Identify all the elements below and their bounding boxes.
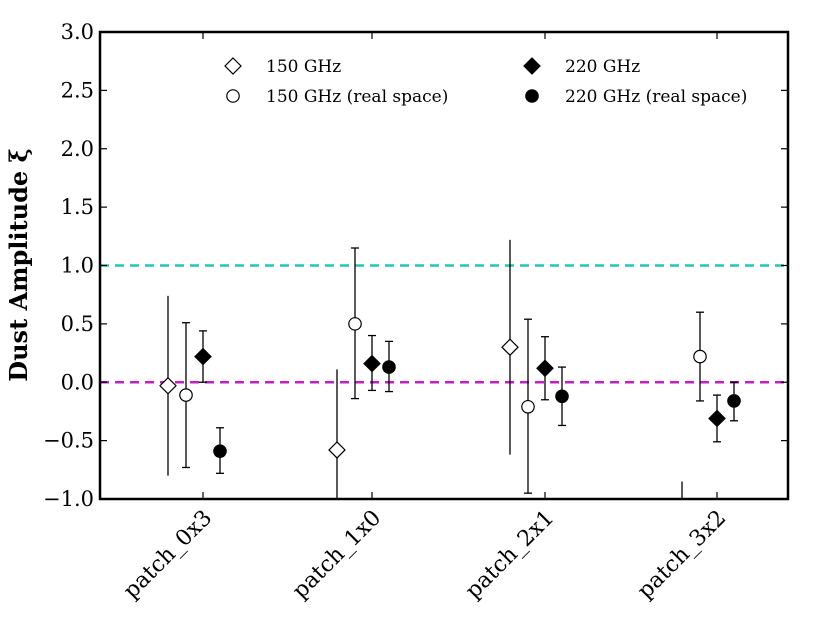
y-tick-label: 0.5 (61, 312, 94, 336)
data-point (213, 444, 227, 458)
data-point (536, 359, 554, 378)
legend-marker (226, 89, 240, 103)
error-bars (167, 239, 738, 499)
data-point (363, 354, 381, 373)
data-point (159, 376, 177, 395)
legend-marker (525, 89, 539, 103)
x-category-labels: patch_0x3 patch_1x0 patch_2x1 patch_3x2 (119, 506, 731, 604)
legend-marker (224, 57, 242, 75)
data-point (555, 389, 569, 404)
data-point (348, 317, 362, 331)
x-category-label: patch_0x3 (119, 506, 217, 604)
legend-label: 150 GHz (real space) (266, 87, 448, 107)
data-point (708, 409, 726, 428)
y-tick-label: 2.5 (61, 78, 94, 102)
legend: 150 GHz 150 GHz (real space) 220 GHz 220 GH… (224, 57, 747, 107)
y-tick-label: −1.0 (43, 487, 94, 511)
data-point (194, 347, 212, 366)
x-category-label: patch_1x0 (288, 506, 386, 604)
y-tick-label: 0.0 (61, 370, 94, 394)
data-point (727, 394, 741, 408)
legend-marker (523, 57, 541, 75)
y-tick-labels: −1.0 −0.5 0.0 0.5 1.0 1.5 2.0 2.5 3.0 (43, 20, 94, 511)
data-point (501, 338, 519, 357)
y-tick-label: 2.0 (61, 137, 94, 161)
y-tick-label: 3.0 (61, 20, 94, 44)
legend-label: 220 GHz (real space) (565, 87, 747, 107)
data-point (328, 441, 346, 459)
legend-label: 220 GHz (565, 57, 640, 77)
data-point (382, 360, 396, 374)
x-category-label: patch_2x1 (461, 506, 559, 604)
y-tick-label: 1.5 (61, 195, 94, 219)
y-tick-label: 1.0 (61, 254, 94, 278)
data-point (179, 388, 193, 402)
reference-lines (100, 264, 788, 384)
data-point (521, 399, 535, 414)
legend-label: 150 GHz (266, 57, 341, 77)
y-tick-label: −0.5 (43, 429, 94, 453)
data-point (693, 349, 707, 364)
x-category-label: patch_3x2 (633, 506, 731, 604)
y-axis-label: Dust Amplitude ξ (4, 148, 33, 381)
plot-frame (98, 30, 790, 501)
data-points (159, 317, 741, 459)
